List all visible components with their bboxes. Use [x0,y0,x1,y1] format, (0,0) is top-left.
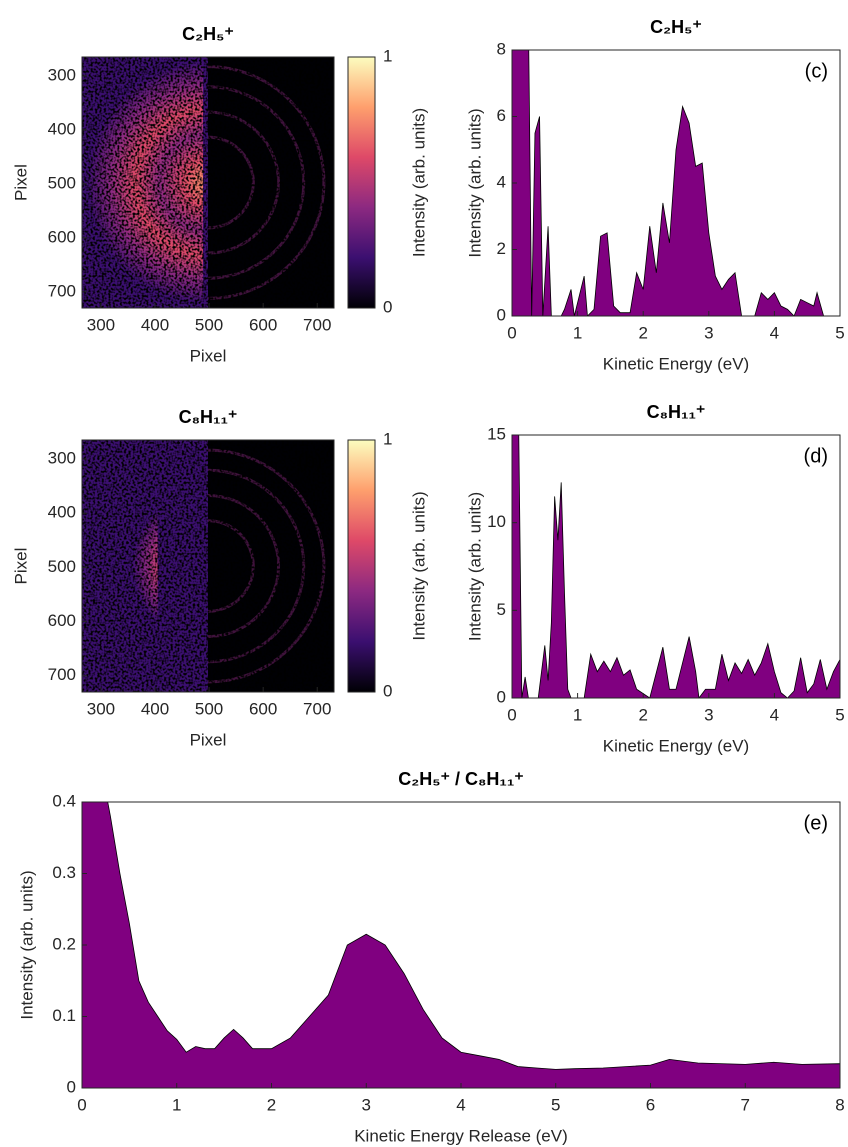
y-axis-label: Intensity (arb. units) [465,108,484,257]
image [82,57,334,308]
colorbar-tick-label: 1 [383,46,392,65]
x-tick-label: 500 [195,315,223,334]
x-tick-label: 8 [835,1095,844,1114]
colorbar [347,439,376,693]
x-tick-label: 0 [77,1095,86,1114]
x-tick-label: 5 [835,323,844,342]
y-tick-label: 600 [48,227,76,246]
y-tick-label: 700 [48,665,76,684]
axes-box [81,439,335,693]
y-tick-label: 4 [497,172,506,191]
y-tick-label: 0.3 [52,863,76,882]
area [512,50,840,316]
x-tick-label: 400 [141,699,169,718]
y-tick-label: 15 [487,424,506,443]
chart-title: C₈H₁₁⁺ [647,402,706,422]
y-tick-label: 6 [497,106,506,125]
x-tick-label: 5 [551,1095,560,1114]
x-tick-label: 0 [507,705,516,724]
x-tick-label: 2 [638,705,647,724]
axes-box [81,801,841,1089]
y-tick-label: 600 [48,611,76,630]
colorbar-label: Intensity (arb. units) [409,108,428,257]
x-axis-label: Pixel [190,730,227,749]
x-tick-label: 5 [835,705,844,724]
chart-title: C₂H₅⁺ / C₈H₁₁⁺ [398,769,524,789]
y-axis-label: Pixel [11,164,30,201]
y-tick-label: 0 [67,1077,76,1096]
panel-label: (a) [298,67,322,89]
x-tick-label: 500 [195,699,223,718]
axes-box [511,434,841,699]
y-tick-label: 500 [48,173,76,192]
colorbar [347,56,376,309]
y-tick-label: 8 [497,39,506,58]
x-tick-label: 700 [303,315,331,334]
image [82,440,334,692]
chart-title: C₂H₅⁺ [650,17,702,37]
y-tick-label: 5 [497,600,506,619]
panel-label: (d) [804,445,828,467]
axes-box [81,56,335,309]
x-tick-label: 400 [141,315,169,334]
y-axis-label: Intensity (arb. units) [465,492,484,641]
colorbar-tick-label: 0 [383,297,392,316]
x-axis-label: Kinetic Energy (eV) [603,736,749,755]
y-tick-label: 0.4 [52,791,76,810]
colorbar-label: Intensity (arb. units) [409,491,428,640]
x-tick-label: 1 [573,323,582,342]
x-tick-label: 4 [770,705,779,724]
y-tick-label: 400 [48,503,76,522]
y-tick-label: 400 [48,119,76,138]
area [82,802,840,1088]
y-axis-label: Pixel [11,548,30,585]
x-tick-label: 600 [249,699,277,718]
x-tick-label: 700 [303,699,331,718]
axes-box [511,49,841,317]
panel-label: (e) [804,812,828,834]
x-tick-label: 3 [362,1095,371,1114]
x-tick-label: 1 [573,705,582,724]
x-tick-label: 6 [646,1095,655,1114]
chart-title: C₈H₁₁⁺ [179,407,238,427]
y-tick-label: 300 [48,448,76,467]
area [512,435,840,698]
image-noise [82,440,334,692]
x-tick-label: 2 [638,323,647,342]
y-tick-label: 0.1 [52,1006,76,1025]
y-tick-label: 2 [497,239,506,258]
y-tick-label: 700 [48,281,76,300]
y-tick-label: 300 [48,65,76,84]
y-tick-label: 0.2 [52,934,76,953]
x-tick-label: 3 [704,323,713,342]
chart-title: C₂H₅⁺ [182,24,234,44]
x-tick-label: 1 [172,1095,181,1114]
x-axis-label: Kinetic Energy (eV) [603,354,749,373]
panel-label: (c) [805,60,828,82]
image-noise [82,57,334,308]
y-axis-label: Intensity (arb. units) [17,870,36,1019]
x-tick-label: 3 [704,705,713,724]
x-tick-label: 0 [507,323,516,342]
x-axis-label: Kinetic Energy Release (eV) [354,1126,568,1145]
x-tick-label: 4 [456,1095,465,1114]
x-tick-label: 7 [741,1095,750,1114]
x-tick-label: 300 [87,315,115,334]
y-tick-label: 0 [497,305,506,324]
x-tick-label: 300 [87,699,115,718]
panel-label: (b) [298,450,322,472]
x-tick-label: 600 [249,315,277,334]
colorbar-tick-label: 1 [383,429,392,448]
y-tick-label: 10 [487,512,506,531]
x-axis-label: Pixel [190,346,227,365]
x-tick-label: 4 [770,323,779,342]
x-tick-label: 2 [267,1095,276,1114]
y-tick-label: 500 [48,557,76,576]
colorbar-tick-label: 0 [383,681,392,700]
y-tick-label: 0 [497,687,506,706]
